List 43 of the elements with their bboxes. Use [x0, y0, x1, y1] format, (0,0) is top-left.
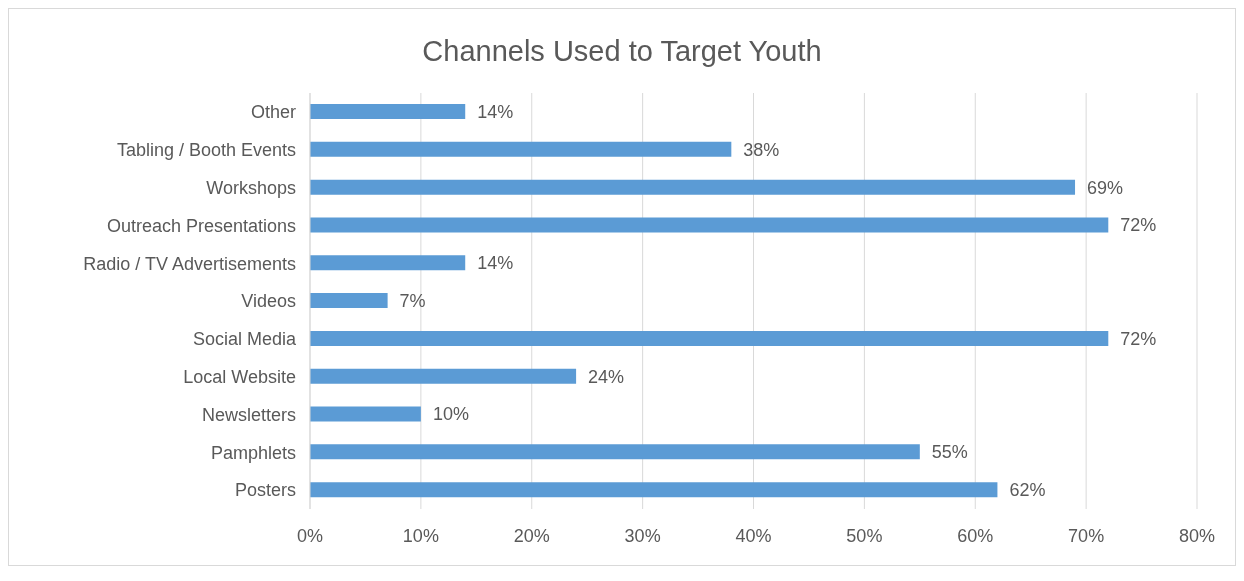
y-tick-label: Outreach Presentations: [106, 215, 296, 236]
data-label: 7%: [399, 290, 426, 311]
y-tick-label: Posters: [234, 480, 296, 501]
y-tick-label: Videos: [241, 291, 296, 312]
x-tick-label: 0%: [296, 525, 324, 546]
data-label: 55%: [931, 442, 968, 463]
bar: [310, 217, 1109, 233]
x-tick-label: 40%: [735, 525, 772, 546]
data-label: 14%: [477, 101, 514, 122]
x-tick-label: 80%: [1178, 525, 1216, 546]
bar: [310, 368, 577, 384]
bar: [310, 293, 388, 309]
y-tick-label: Newsletters: [201, 404, 296, 425]
x-tick-label: 10%: [402, 525, 439, 546]
bar: [310, 255, 466, 271]
chart-title: Channels Used to Target Youth: [421, 34, 823, 69]
x-tick-label: 70%: [1068, 525, 1105, 546]
data-label: 38%: [743, 139, 780, 160]
bar: [310, 482, 998, 498]
bar: [310, 141, 732, 157]
data-label: 24%: [588, 366, 625, 387]
data-label: 72%: [1120, 215, 1157, 236]
y-tick-label: Radio / TV Advertisements: [83, 253, 296, 274]
y-tick-label: Pamphlets: [210, 442, 296, 463]
data-label: 72%: [1120, 328, 1157, 349]
x-tick-label: 20%: [513, 525, 550, 546]
bar: [310, 330, 1109, 346]
data-label: 69%: [1087, 177, 1124, 198]
bar: [310, 444, 920, 460]
x-tick-label: 30%: [624, 525, 661, 546]
y-tick-label: Other: [250, 102, 296, 123]
y-tick-label: Tabling / Booth Events: [116, 140, 296, 161]
y-tick-label: Social Media: [192, 329, 297, 350]
bar: [310, 104, 466, 119]
y-tick-label: Workshops: [206, 177, 296, 198]
data-label: 62%: [1009, 480, 1046, 501]
bar: [310, 179, 1076, 195]
x-tick-label: 50%: [846, 525, 883, 546]
x-tick-label: 60%: [957, 525, 994, 546]
data-label: 14%: [477, 253, 514, 274]
y-tick-label: Local Website: [183, 367, 296, 388]
data-label: 10%: [432, 404, 469, 425]
bar: [310, 406, 421, 422]
